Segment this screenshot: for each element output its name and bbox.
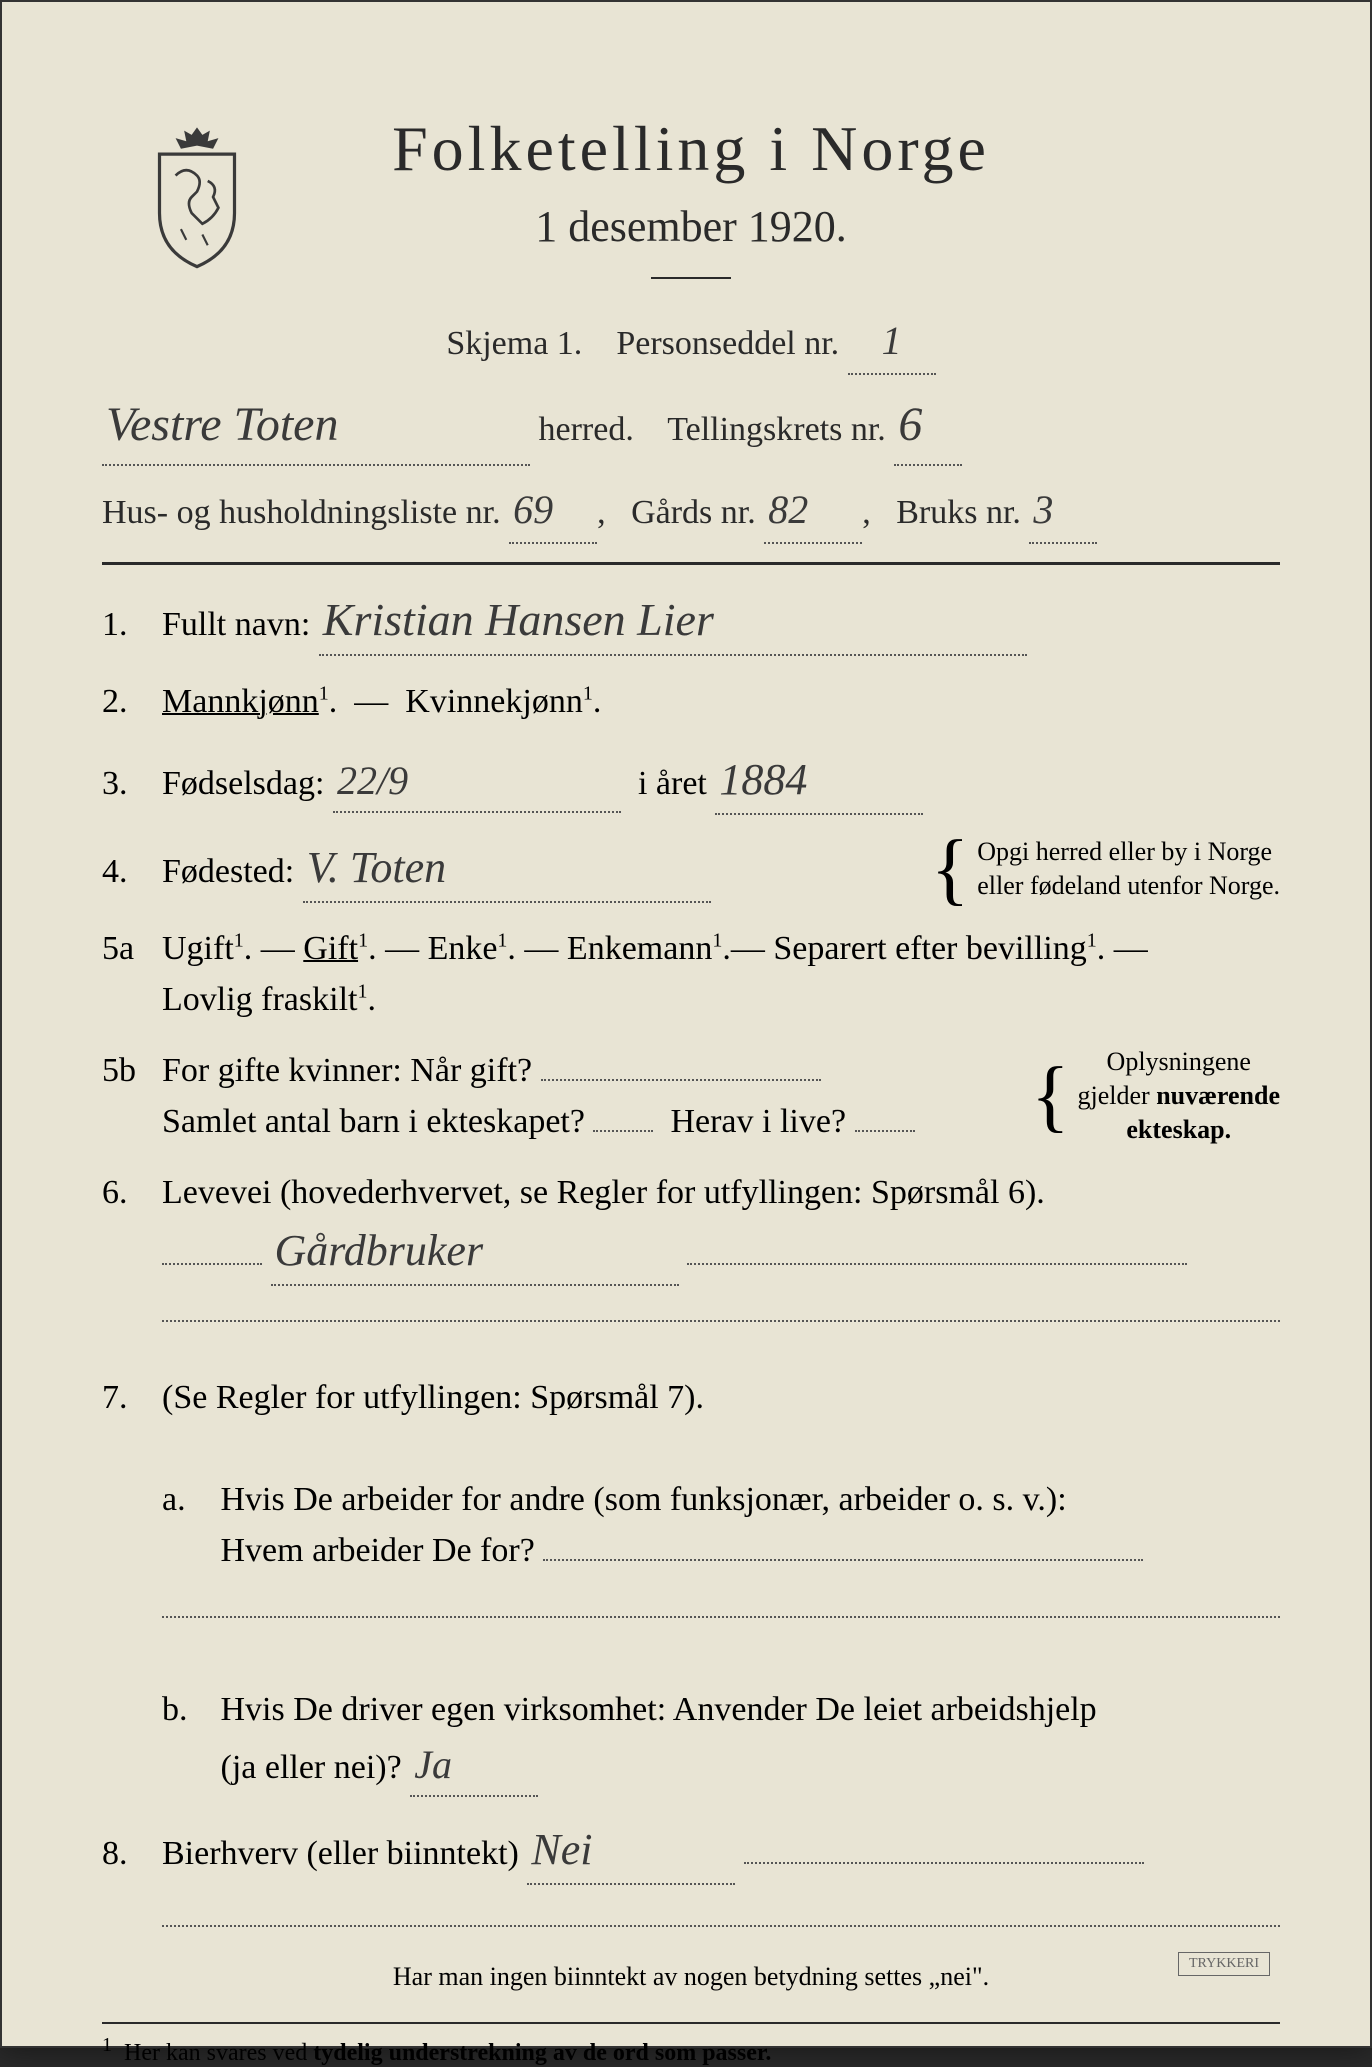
printer-stamp: TRYKKERI (1178, 1952, 1270, 1976)
question-5a: 5a Ugift1. — Gift1. — Enke1. — Enkemann1… (102, 923, 1280, 1025)
q6-num: 6. (102, 1174, 162, 1212)
q1-label: Fullt navn: (162, 606, 310, 643)
q3-day: 22/9 (333, 751, 621, 813)
q4-note: { Opgi herred eller by i Norge eller fød… (931, 835, 1280, 903)
q7-num: 7. (102, 1379, 162, 1417)
bottom-note: Har man ingen biinntekt av nogen betydni… (102, 1962, 1280, 1992)
q2-num: 2. (102, 683, 162, 721)
question-8: 8. Bierhverv (eller biinntekt) Nei (102, 1817, 1280, 1942)
q4-value: V. Toten (303, 835, 711, 903)
q2-mann: Mannkjønn (162, 683, 319, 720)
q3-label: Fødselsdag: (162, 765, 324, 802)
bruks-nr: 3 (1029, 478, 1097, 544)
question-6: 6. Levevei (hovederhvervet, se Regler fo… (102, 1167, 1280, 1337)
personseddel-label: Personseddel nr. (616, 325, 839, 362)
herred-label: herred. (539, 411, 634, 448)
husliste-line: Hus- og husholdningsliste nr. 69, Gårds … (102, 478, 1280, 544)
coat-of-arms-icon (142, 122, 252, 272)
q5a-enke: Enke (428, 930, 498, 967)
form-header: Folketelling i Norge 1 desember 1920. (102, 112, 1280, 279)
q6-label: Levevei (hovederhvervet, se Regler for u… (162, 1174, 1045, 1211)
q5b-note: { Oplysningenegjelder nuværendeekteskap. (1031, 1045, 1280, 1146)
q7b-line1: Hvis De driver egen virksomhet: Anvender… (221, 1691, 1097, 1728)
herred-line: Vestre Toten herred. Tellingskrets nr. 6 (102, 387, 1280, 466)
q8-value: Nei (527, 1817, 735, 1885)
bruks-label: Bruks nr. (896, 494, 1021, 531)
section-divider (102, 562, 1280, 565)
husliste-nr: 69 (509, 478, 597, 544)
q3-year: 1884 (715, 747, 923, 815)
gards-label: Gårds nr. (631, 494, 756, 531)
q1-num: 1. (102, 606, 162, 644)
q8-num: 8. (102, 1835, 162, 1873)
q2-kvinne: Kvinnekjønn (405, 683, 583, 720)
gards-nr: 82 (764, 478, 862, 544)
skjema-label: Skjema 1. (446, 325, 582, 362)
q8-label: Bierhverv (eller biinntekt) (162, 1835, 519, 1872)
q5b-line1: For gifte kvinner: Når gift? (162, 1052, 532, 1089)
q7b-letter: b. (162, 1684, 212, 1735)
q7a-letter: a. (162, 1474, 212, 1525)
q7b-value: Ja (410, 1735, 538, 1797)
tellingskrets-label: Tellingskrets nr. (667, 411, 886, 448)
main-title: Folketelling i Norge (102, 112, 1280, 186)
herred-value: Vestre Toten (102, 387, 530, 466)
q7a-line1: Hvis De arbeider for andre (som funksjon… (221, 1481, 1067, 1518)
tellingskrets-nr: 6 (894, 387, 962, 466)
q5a-enkemann: Enkemann (567, 930, 712, 967)
question-5b: 5b For gifte kvinner: Når gift? Samlet a… (102, 1045, 1280, 1147)
q5a-fraskilt: Lovlig fraskilt (162, 981, 357, 1018)
personseddel-nr: 1 (848, 309, 936, 375)
q4-num: 4. (102, 853, 162, 891)
q5a-num: 5a (102, 930, 162, 968)
q5b-line2a: Samlet antal barn i ekteskapet? (162, 1103, 585, 1140)
q7a-line2: Hvem arbeider De for? (221, 1532, 535, 1569)
q5b-num: 5b (102, 1052, 162, 1090)
question-3: 3. Fødselsdag: 22/9 i året 1884 (102, 747, 1280, 815)
q5b-line2b: Herav i live? (670, 1103, 846, 1140)
q7b-line2-label: (ja eller nei)? (221, 1749, 402, 1786)
q1-value: Kristian Hansen Lier (319, 585, 1027, 656)
question-4: 4. Fødested: V. Toten { Opgi herred elle… (102, 835, 1280, 903)
census-form-page: Folketelling i Norge 1 desember 1920. Sk… (0, 0, 1372, 2048)
q6-value: Gårdbruker (271, 1218, 679, 1286)
header-divider (651, 277, 731, 279)
q5a-gift: Gift (303, 930, 358, 967)
husliste-label: Hus- og husholdningsliste nr. (102, 494, 501, 531)
q5a-ugift: Ugift (162, 930, 234, 967)
question-1: 1. Fullt navn: Kristian Hansen Lier (102, 585, 1280, 656)
date-subtitle: 1 desember 1920. (102, 201, 1280, 252)
q7-label: (Se Regler for utfyllingen: Spørsmål 7). (162, 1379, 704, 1416)
footnote: 1 Her kan svares ved tydelig understrekn… (102, 2022, 1280, 2067)
q3-num: 3. (102, 765, 162, 803)
q3-year-label: i året (638, 765, 707, 802)
skjema-line: Skjema 1. Personseddel nr. 1 (102, 309, 1280, 375)
q4-label: Fødested: (162, 853, 294, 890)
question-2: 2. Mannkjønn1. — Kvinnekjønn1. (102, 676, 1280, 727)
question-7: 7. (Se Regler for utfyllingen: Spørsmål … (102, 1372, 1280, 1797)
q5a-separert: Separert efter bevilling (773, 930, 1086, 967)
